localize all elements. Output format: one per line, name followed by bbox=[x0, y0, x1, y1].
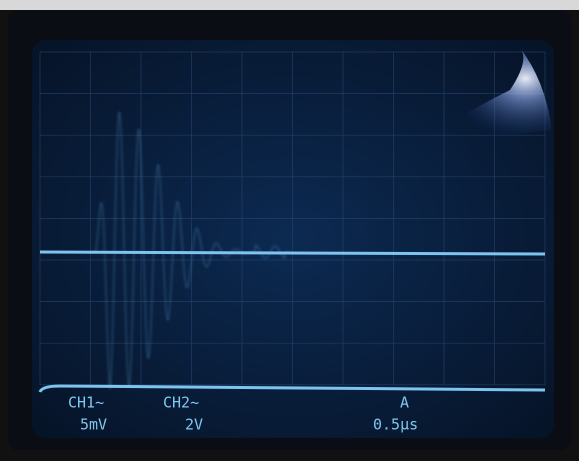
oscilloscope-photo: CH1~ 5mV CH2~ 2V A 0.5µs bbox=[0, 0, 579, 461]
timebase-label: A bbox=[400, 394, 409, 412]
ch2-scale: 2V bbox=[185, 416, 203, 434]
ch2-label: CH2~ bbox=[163, 394, 199, 412]
ch1-label: CH1~ bbox=[68, 394, 104, 412]
timebase-scale: 0.5µs bbox=[373, 416, 418, 434]
bezel-top bbox=[0, 0, 579, 10]
ch1-scale: 5mV bbox=[80, 416, 107, 434]
baseline-trace bbox=[40, 252, 545, 254]
screen bbox=[32, 40, 554, 438]
